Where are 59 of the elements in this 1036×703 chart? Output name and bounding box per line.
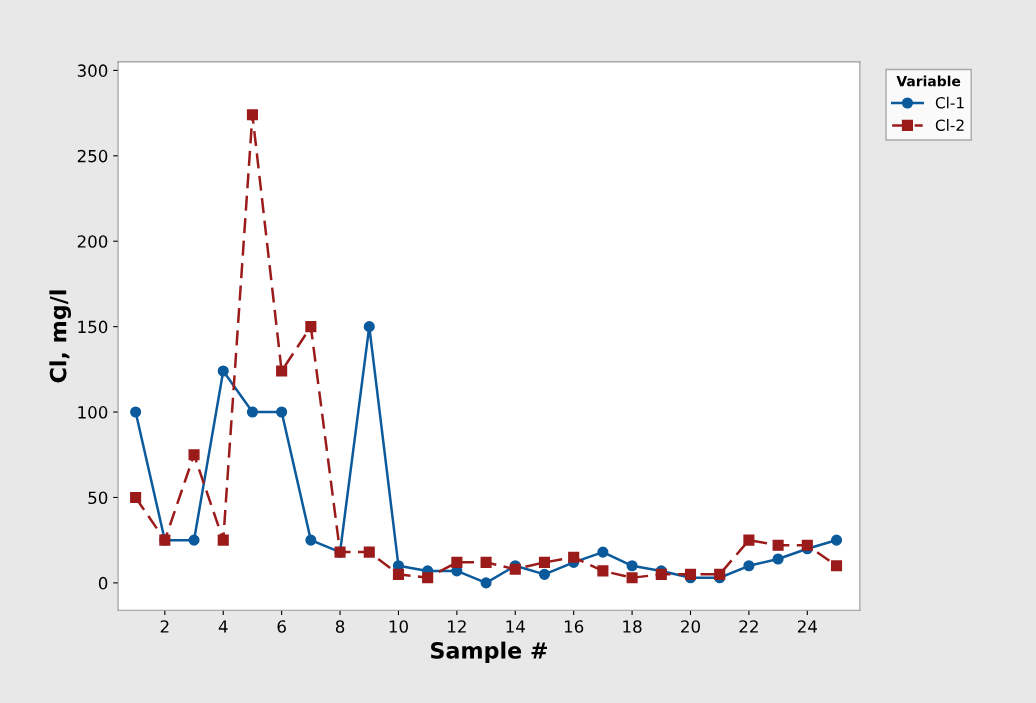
y-tick-label: 200 (77, 235, 108, 248)
y-tick-label: 150 (78, 320, 108, 334)
point (772, 539, 784, 551)
point (246, 406, 258, 418)
x-axis-title: Sample # (431, 641, 548, 664)
x-tick-label: 10 (389, 620, 408, 633)
point (830, 534, 843, 546)
point (276, 406, 288, 418)
point (305, 321, 317, 333)
point (538, 556, 551, 568)
point (743, 534, 755, 546)
point (597, 546, 609, 558)
y-tick-label: 300 (77, 64, 108, 77)
point (217, 365, 229, 377)
point (743, 560, 755, 572)
point (538, 568, 551, 580)
y-tick-label: 50 (88, 491, 108, 505)
x-tick-label: 22 (739, 620, 758, 633)
point (597, 565, 609, 577)
x-tick-label: 14 (506, 620, 525, 633)
point (363, 321, 375, 333)
legend-label: Cl-1 (935, 96, 964, 109)
point (626, 560, 638, 572)
point (188, 449, 200, 461)
point (626, 572, 638, 584)
x-tick-label: 16 (564, 620, 584, 633)
x-tick-label: 8 (335, 620, 345, 633)
point (422, 572, 434, 584)
point (130, 491, 142, 504)
point (480, 556, 492, 568)
x-tick-label: 4 (218, 620, 228, 633)
point (130, 406, 142, 418)
point (305, 534, 317, 546)
point (830, 560, 843, 572)
y-tick-label: 250 (77, 149, 108, 163)
point (276, 365, 288, 377)
point (451, 556, 463, 568)
legend-label: Cl-2 (935, 119, 964, 131)
point (246, 109, 258, 121)
x-tick-label: 18 (623, 620, 642, 633)
point (363, 546, 375, 558)
x-tick-label: 12 (448, 620, 466, 633)
legend-title: Variable (896, 75, 961, 87)
point (801, 539, 813, 551)
y-tick-label: 100 (78, 406, 108, 419)
x-tick-label: 6 (277, 620, 286, 633)
point (684, 568, 697, 580)
y-tick-label: 0 (98, 576, 108, 590)
x-tick-label: 24 (797, 620, 817, 633)
point (480, 577, 492, 589)
point (772, 553, 784, 565)
x-tick-label: 20 (681, 620, 700, 633)
x-tick-label: 2 (160, 620, 169, 633)
point (392, 568, 405, 580)
point (188, 534, 200, 546)
point (217, 534, 229, 546)
y-axis-title: Cl, mg/l (49, 290, 72, 383)
point (714, 568, 726, 580)
point (568, 551, 580, 563)
